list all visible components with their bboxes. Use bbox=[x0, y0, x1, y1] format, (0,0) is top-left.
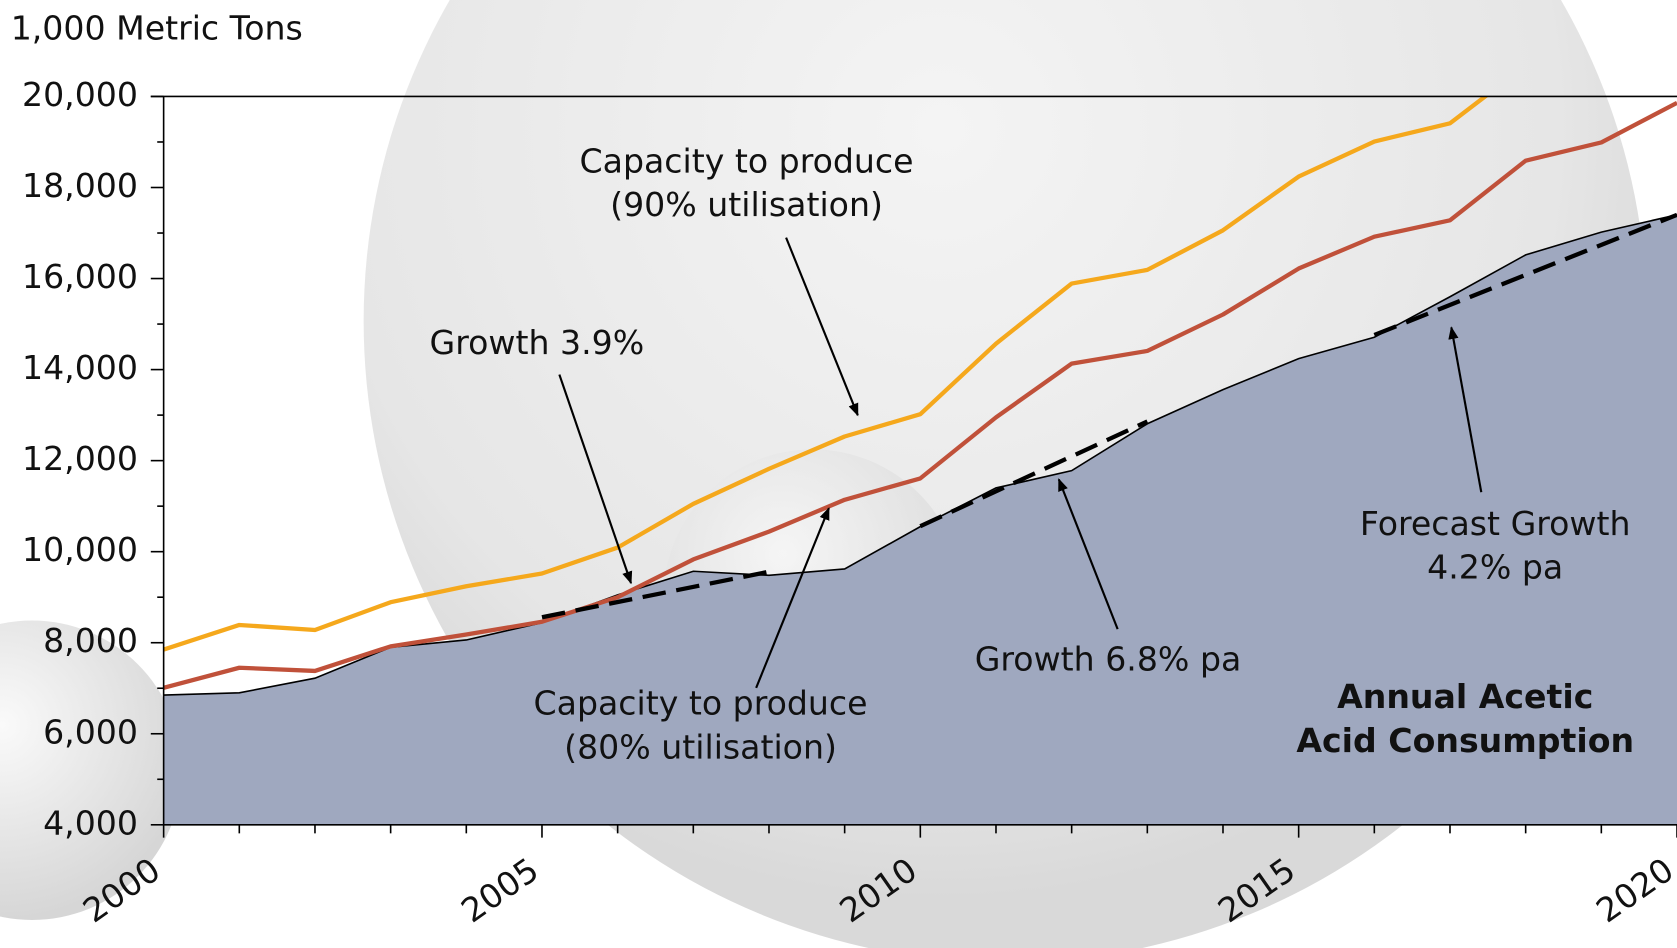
trend-line bbox=[1373, 212, 1677, 337]
annotation: (80% utilisation) bbox=[564, 727, 837, 766]
annotation-arrow bbox=[755, 507, 830, 689]
y-tick-label: 6,000 bbox=[43, 712, 138, 751]
line bbox=[163, 96, 1489, 652]
y-tick-label: 12,000 bbox=[22, 439, 138, 478]
y-tick-label: 16,000 bbox=[22, 257, 138, 296]
background-sphere bbox=[0, 620, 182, 920]
annotation: (90% utilisation) bbox=[610, 185, 883, 224]
annotation: Growth 3.9% bbox=[430, 323, 645, 362]
area-outline bbox=[163, 214, 1677, 696]
annotation-arrow bbox=[1448, 326, 1483, 493]
annotation: Forecast Growth bbox=[1360, 504, 1631, 543]
y-tick-label: 10,000 bbox=[22, 530, 138, 569]
annotation-arrow bbox=[558, 374, 633, 585]
annotation: Capacity to produce bbox=[580, 141, 914, 180]
trend-line bbox=[919, 419, 1149, 529]
plot-area bbox=[163, 96, 1677, 825]
annotation-arrows bbox=[558, 237, 1483, 689]
trend-line bbox=[541, 569, 770, 620]
y-axis-label: 1,000 Metric Tons bbox=[11, 9, 303, 48]
annotation: Acid Consumption bbox=[1296, 721, 1634, 760]
annotation-arrow bbox=[785, 237, 859, 417]
y-tick-label: 8,000 bbox=[43, 621, 138, 660]
y-tick-label: 18,000 bbox=[22, 166, 138, 205]
x-tick-label: 2020 bbox=[1589, 850, 1677, 930]
annotation: Growth 6.8% pa bbox=[975, 640, 1242, 679]
annotation-arrow bbox=[1057, 478, 1119, 630]
y-tick-label: 14,000 bbox=[22, 348, 138, 387]
line bbox=[163, 100, 1677, 690]
annotation: 4.2% pa bbox=[1427, 548, 1563, 587]
annotation: Capacity to produce bbox=[534, 684, 868, 723]
y-tick-label: 4,000 bbox=[43, 803, 138, 842]
y-tick-label: 20,000 bbox=[22, 75, 138, 114]
x-tick-label: 2005 bbox=[454, 850, 545, 930]
annotation: Annual Acetic bbox=[1337, 677, 1593, 716]
area bbox=[163, 214, 1677, 825]
